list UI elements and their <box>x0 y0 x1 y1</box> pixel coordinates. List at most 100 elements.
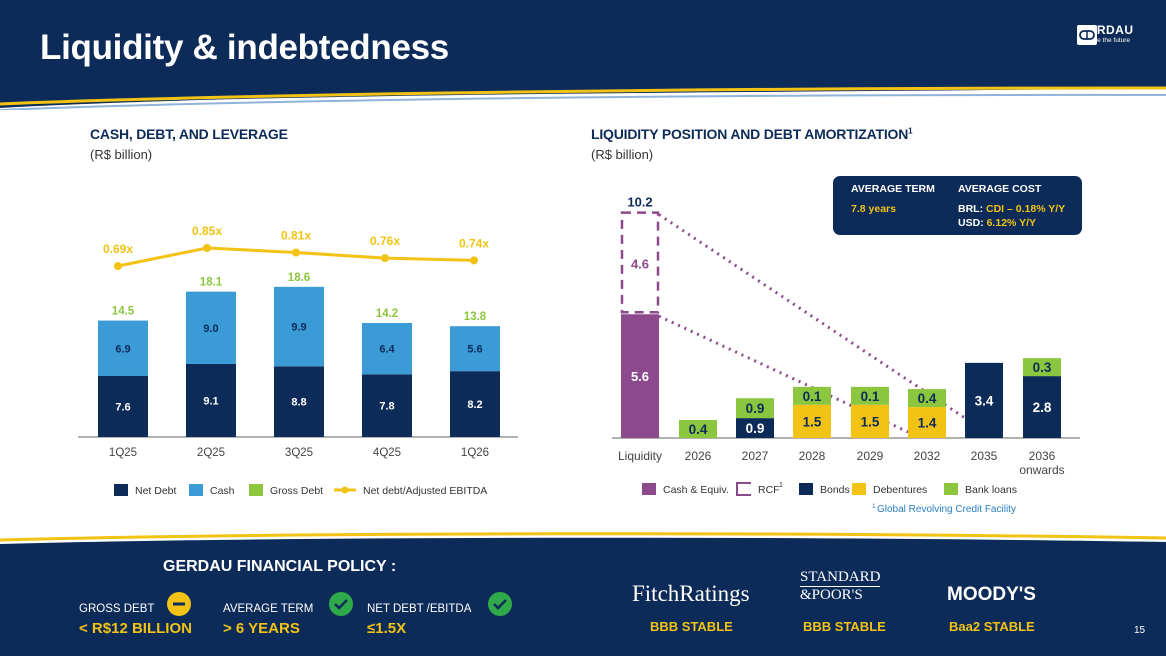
net-debt-bar <box>98 375 148 437</box>
net-debt-value-label: 9.1 <box>203 395 218 407</box>
header-banner: Liquidity & indebtedness GERDAU Shape th… <box>0 0 1166 110</box>
brl-cost: BRL: CDI – 0.18% Y/Y <box>958 203 1065 215</box>
x-tick-label: onwards <box>1019 463 1064 477</box>
x-tick-label: Liquidity <box>618 449 662 463</box>
legend-swatch <box>642 483 656 495</box>
sp-logo-line2: &POOR'S <box>800 586 881 604</box>
left-chart-title: CASH, DEBT, AND LEVERAGE <box>90 126 288 142</box>
avg-term-label: AVERAGE TERM <box>851 183 935 195</box>
legend-label: Cash & Equiv. <box>663 484 729 496</box>
minus-icon <box>167 592 191 616</box>
debentures-bar <box>851 404 889 438</box>
cash-value-label: 5.6 <box>467 344 482 356</box>
x-tick-label: 2036 <box>1029 449 1056 463</box>
gross-debt-value-label: 14.2 <box>376 308 398 320</box>
leverage-value-label: 0.69x <box>103 242 133 256</box>
footnote-text: Global Revolving Credit Facility <box>877 504 1016 515</box>
cash-bar <box>362 322 412 375</box>
bank-loans-bar <box>736 398 774 419</box>
cash-value-label: 6.4 <box>379 344 395 356</box>
legend-swatch <box>852 483 866 495</box>
x-tick-label: 2027 <box>742 449 769 463</box>
legend-swatch <box>249 484 263 496</box>
net-debt-value-label: 8.8 <box>291 397 306 409</box>
x-tick-label: 2032 <box>914 449 941 463</box>
net-debt-bar <box>362 374 412 437</box>
x-tick-label: 2Q25 <box>197 447 225 459</box>
leverage-value-label: 0.74x <box>459 236 489 250</box>
cash-value-label: 9.9 <box>291 322 306 334</box>
bonds-value-label: 3.4 <box>975 393 994 408</box>
bank-loans-value-label: 0.3 <box>1033 360 1052 375</box>
moodys-rating: Baa2 STABLE <box>949 619 1035 634</box>
bank-loans-value-label: 0.1 <box>803 389 822 404</box>
x-tick-label: 2028 <box>799 449 826 463</box>
footnote-sup: 1 <box>872 503 876 510</box>
brl-value: CDI – 0.18% Y/Y <box>986 203 1066 215</box>
liquidity-amortization-chart: 5.6 4.6 10.2 0.4 0.9 0.9 1.5 0.1 1.5 0.1 1.4 0.4 3.4… <box>612 195 1080 515</box>
sp-logo-line1: STANDARD <box>800 569 881 585</box>
sp-logo: STANDARD &POOR'S <box>800 569 881 604</box>
x-tick-label: 2035 <box>971 449 998 463</box>
legend-rcf-sup: 1 <box>779 482 783 489</box>
usd-label: USD: <box>958 217 984 229</box>
bonds-bar <box>965 362 1003 438</box>
leverage-point <box>381 254 389 263</box>
legend-label: Net debt/Adjusted EBITDA <box>363 485 487 497</box>
usd-cost: USD: 6.12% Y/Y <box>958 217 1036 229</box>
fitch-ratings-logo: FitchRatings <box>632 581 750 606</box>
avg-cost-label: AVERAGE COST <box>958 183 1042 195</box>
footer-banner <box>0 532 1166 656</box>
right-chart-subtitle: (R$ billion) <box>591 147 654 162</box>
cash-value-label: 6.9 <box>115 343 130 355</box>
policy-gross-debt-label: GROSS DEBT <box>79 603 155 615</box>
bank-loans-bar <box>851 386 889 405</box>
leverage-value-label: 0.81x <box>281 229 311 243</box>
rcf-value-label: 4.6 <box>631 256 649 271</box>
legend-swatch <box>799 483 813 495</box>
legend-label: Bonds <box>820 484 850 496</box>
net-debt-value-label: 7.6 <box>115 401 130 413</box>
x-tick-label: 2029 <box>857 449 884 463</box>
gross-debt-value-label: 14.5 <box>112 306 135 318</box>
brl-label: BRL: <box>958 203 984 215</box>
net-debt-value-label: 7.8 <box>379 401 394 413</box>
cash-bar <box>450 326 500 372</box>
bank-loans-bar <box>793 386 831 405</box>
policy-gross-debt-value: < R$12 BILLION <box>79 620 192 637</box>
page-title: Liquidity & indebtedness <box>40 28 449 67</box>
cash-equiv-bar <box>621 314 659 438</box>
gross-debt-value-label: 18.6 <box>288 272 310 284</box>
leverage-value-label: 0.85x <box>192 224 222 238</box>
legend-label: RCF <box>758 484 780 496</box>
debentures-bar <box>793 404 831 438</box>
bank-loans-value-label: 0.1 <box>861 389 880 404</box>
net-debt-bar <box>274 366 324 437</box>
header-background <box>0 0 1166 110</box>
bonds-value-label: 2.8 <box>1033 400 1052 415</box>
bank-loans-bar <box>908 389 946 408</box>
leverage-value-label: 0.76x <box>370 234 400 248</box>
legend-rcf-swatch <box>736 482 751 496</box>
right-chart-title: LIQUIDITY POSITION AND DEBT AMORTIZATION… <box>591 126 913 142</box>
footer-background <box>0 532 1166 656</box>
cash-bar <box>274 286 324 367</box>
x-tick-label: 4Q25 <box>373 447 401 459</box>
bank-loans-bar <box>1023 358 1061 377</box>
bonds-bar <box>1023 376 1061 438</box>
policy-net-debt-ebitda-label: NET DEBT /EBITDA <box>367 603 472 615</box>
x-tick-label: 1Q25 <box>109 447 137 459</box>
legend-label: Bank loans <box>965 484 1017 496</box>
legend-swatch <box>114 484 128 496</box>
left-chart-subtitle: (R$ billion) <box>90 147 153 162</box>
bank-loans-value-label: 0.9 <box>746 401 765 416</box>
fitch-rating: BBB STABLE <box>650 619 733 634</box>
debentures-value-label: 1.5 <box>803 414 822 429</box>
leverage-point <box>292 248 300 257</box>
sp-rating: BBB STABLE <box>803 619 886 634</box>
cash-equiv-value-label: 5.6 <box>631 369 649 384</box>
legend-swatch <box>189 484 203 496</box>
legend-label: Cash <box>210 485 235 497</box>
net-debt-bar <box>186 363 236 437</box>
bank-loans-value-label: 0.4 <box>689 422 708 437</box>
